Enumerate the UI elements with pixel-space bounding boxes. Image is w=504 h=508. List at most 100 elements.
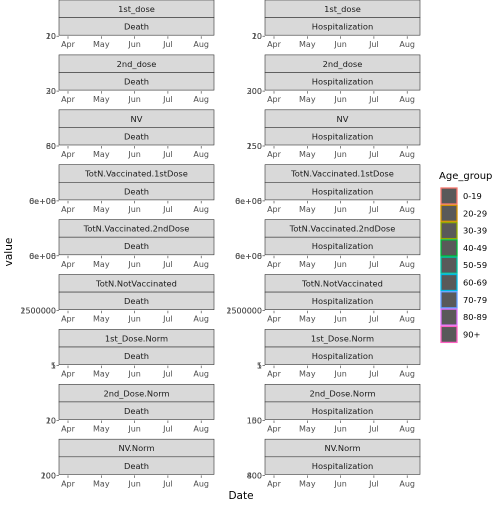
x-tick-label: Jul <box>162 95 173 104</box>
x-tick-label: Jul <box>162 479 173 488</box>
y-tick-label: 5 <box>51 362 56 371</box>
legend-key <box>440 291 458 309</box>
x-tick-label: Jul <box>162 40 173 49</box>
x-tick-label: May <box>299 425 316 434</box>
legend-label: 40-49 <box>463 243 487 253</box>
x-tick-label: Apr <box>61 315 76 324</box>
x-tick-label: Apr <box>61 370 76 379</box>
facet-strip-metric-label: NV <box>131 114 143 124</box>
x-tick-label: Apr <box>61 150 76 159</box>
facet-strip-outcome <box>264 456 421 475</box>
x-tick-label: Apr <box>267 370 282 379</box>
facet-strip-outcome <box>58 72 215 91</box>
x-tick-label: Jul <box>162 205 173 214</box>
facet-strip-outcome-label: Hospitalization <box>312 131 374 141</box>
facet-strip-metric-label: 2nd_dose <box>323 59 363 69</box>
x-tick-label: Aug <box>193 205 209 214</box>
y-tick-label: 10 <box>46 417 56 426</box>
facet-strip-outcome-label: Death <box>124 406 149 416</box>
facet-strip-metric-label: TotN.NotVaccinated <box>95 279 177 289</box>
facet-strip-metric-label: TotN.Vaccinated.1stDose <box>290 169 394 179</box>
y-tick-label: 6e+06 <box>235 197 262 206</box>
facet-strip-metric-label: 2nd_Dose.Norm <box>103 388 169 398</box>
y-tick-label: 20 <box>46 417 56 426</box>
facet-strip-outcome-label: Hospitalization <box>312 461 374 471</box>
x-tick-label: Aug <box>193 315 209 324</box>
facet-strip-outcome-label: Hospitalization <box>312 351 374 361</box>
facet-strip-outcome <box>264 401 421 420</box>
legend-key <box>440 256 458 274</box>
x-tick-label: Aug <box>399 370 415 379</box>
y-tick-label: 200 <box>41 471 56 480</box>
facet-strip-metric-label: 1st_dose <box>118 4 155 14</box>
legend-label: 70-79 <box>463 295 487 305</box>
y-tick-label: 0e+00 <box>29 252 56 261</box>
x-tick-label: Apr <box>267 95 282 104</box>
x-tick-label: May <box>299 95 316 104</box>
y-tick-label: 60 <box>46 142 56 151</box>
x-tick-label: Aug <box>399 205 415 214</box>
y-tick-label: 1 <box>257 362 262 371</box>
facet-strip-outcome <box>264 17 421 36</box>
x-tick-label: Aug <box>193 150 209 159</box>
y-tick-label: 150 <box>247 417 262 426</box>
y-tick-label: 250 <box>247 142 262 151</box>
facet-strip-outcome <box>264 127 421 146</box>
x-tick-label: May <box>93 150 110 159</box>
y-tick-label: 0e+00 <box>235 197 262 206</box>
y-tick-label: 6e+06 <box>29 197 56 206</box>
x-tick-label: Jun <box>127 370 141 379</box>
x-tick-label: Jul <box>368 479 379 488</box>
x-tick-label: Aug <box>193 40 209 49</box>
facet-strip-outcome <box>58 17 215 36</box>
y-tick-label: 1500000 <box>226 307 262 316</box>
facet-strip-outcome <box>58 456 215 475</box>
x-tick-label: May <box>299 260 316 269</box>
x-tick-label: Jun <box>127 95 141 104</box>
y-tick-label: 10 <box>252 32 262 41</box>
facet-strip-outcome-label: Hospitalization <box>312 77 374 87</box>
facet-strip-outcome-label: Death <box>124 186 149 196</box>
x-tick-label: Jul <box>162 315 173 324</box>
x-tick-label: Jun <box>127 150 141 159</box>
x-tick-label: Apr <box>61 40 76 49</box>
x-tick-label: Apr <box>267 315 282 324</box>
facet-strip-outcome-label: Death <box>124 77 149 87</box>
legend-label: 20-29 <box>463 208 487 218</box>
y-tick-label: 1500000 <box>20 307 56 316</box>
x-tick-label: May <box>299 40 316 49</box>
x-tick-label: Aug <box>399 260 415 269</box>
x-tick-label: Apr <box>61 95 76 104</box>
facet-strip-metric-label: TotN.Vaccinated.2ndDose <box>83 224 190 234</box>
x-tick-label: Aug <box>193 370 209 379</box>
y-tick-label: 100 <box>247 417 262 426</box>
legend-label: 60-69 <box>463 278 487 288</box>
facet-strip-outcome-label: Death <box>124 461 149 471</box>
x-tick-label: May <box>93 370 110 379</box>
x-tick-label: Jul <box>368 40 379 49</box>
x-tick-label: Aug <box>399 40 415 49</box>
y-tick-label: 20 <box>252 32 262 41</box>
x-tick-label: Apr <box>267 260 282 269</box>
facet-strip-metric-label: NV.Norm <box>324 443 360 453</box>
x-tick-label: May <box>299 150 316 159</box>
y-tick-label: 800 <box>247 471 262 480</box>
x-tick-label: Jun <box>333 95 347 104</box>
facet-strip-outcome-label: Hospitalization <box>312 186 374 196</box>
x-tick-label: May <box>93 40 110 49</box>
y-tick-label: 200 <box>247 87 262 96</box>
x-tick-label: May <box>299 315 316 324</box>
facet-strip-outcome-label: Death <box>124 296 149 306</box>
x-tick-label: May <box>93 205 110 214</box>
x-tick-label: Apr <box>61 205 76 214</box>
facet-strip-outcome <box>58 182 215 201</box>
facet-strip-outcome <box>264 291 421 311</box>
x-axis-title: Date <box>228 490 253 502</box>
facet-strip-metric-label: 2nd_dose <box>117 59 157 69</box>
x-tick-label: Aug <box>193 260 209 269</box>
legend-label: 30-39 <box>463 226 487 236</box>
y-tick-label: 6e+06 <box>235 252 262 261</box>
legend-key <box>440 187 458 205</box>
facet-strip-outcome <box>264 72 421 91</box>
y-tick-label: 6e+06 <box>29 252 56 261</box>
